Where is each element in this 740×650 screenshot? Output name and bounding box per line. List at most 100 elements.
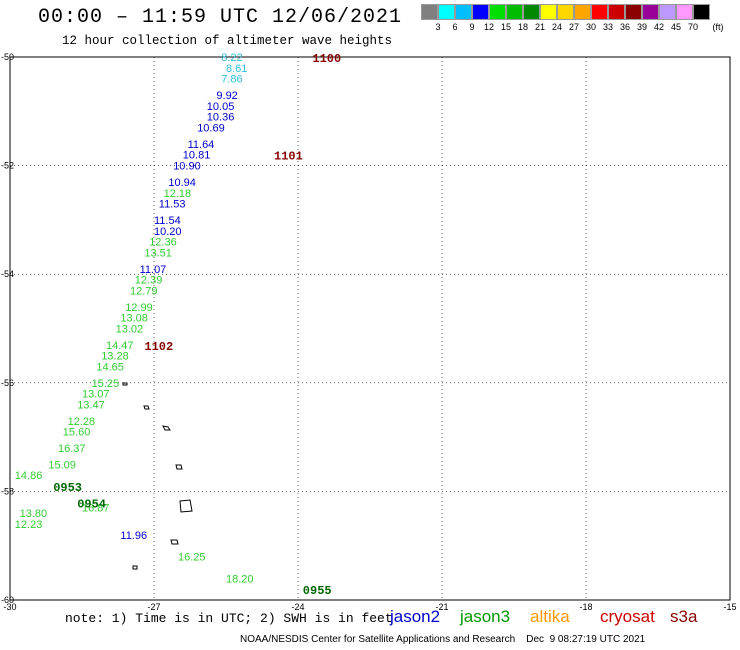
island-outline — [175, 464, 183, 470]
swh-label: 13.80 — [20, 508, 48, 520]
satellite-legend-jason3: jason3 — [460, 607, 511, 626]
swh-label: 10.90 — [173, 161, 201, 173]
swh-label: 14.65 — [96, 362, 124, 374]
legend-label: 33 — [602, 22, 614, 32]
satellite-legend-jason2: jason2 — [390, 607, 441, 626]
legend-label: 70 — [687, 22, 699, 32]
x-tick-label: -21 — [435, 602, 448, 612]
time-label: 1101 — [274, 150, 303, 164]
swh-label: 13.07 — [82, 389, 110, 401]
swh-label: 10.69 — [197, 123, 225, 135]
y-tick-label: -56 — [1, 378, 14, 388]
legend-label: 3 — [435, 22, 441, 32]
swh-label: 13.08 — [120, 313, 148, 325]
legend-label: 36 — [619, 22, 631, 32]
legend-labels: 3 6 9 12 15 18 21 24 27 30 33 36 39 42 45 70 (ft) — [421, 20, 723, 34]
y-tick-label: -60 — [1, 595, 14, 605]
swh-label: 15.60 — [63, 427, 91, 439]
swh-label: 8.61 — [226, 63, 247, 75]
legend-label: 9 — [469, 22, 475, 32]
swh-label: 11.96 — [120, 530, 147, 542]
swh-label: 10.94 — [168, 177, 196, 189]
island-outline — [179, 499, 193, 513]
island-outline — [132, 565, 138, 570]
legend-label: 12 — [483, 22, 495, 32]
color-legend: 3 6 9 12 15 18 21 24 27 30 33 36 39 42 45 70 (ft) — [421, 4, 724, 34]
swh-label: 15.25 — [92, 378, 120, 390]
legend-label: 27 — [568, 22, 580, 32]
time-label: 0953 — [53, 481, 82, 495]
y-tick-label: -52 — [1, 161, 14, 171]
swh-label: 12.18 — [164, 188, 192, 200]
time-label: 0955 — [303, 584, 332, 598]
island-outline — [143, 405, 150, 410]
time-label: 1100 — [312, 52, 341, 66]
x-tick-label: -24 — [291, 602, 304, 612]
y-tick-label: -54 — [1, 269, 14, 279]
island-outline — [122, 382, 128, 386]
swh-label: 11.07 — [140, 264, 167, 276]
swh-label: 12.23 — [15, 519, 43, 531]
legend-swatch — [472, 4, 489, 20]
legend-swatch — [625, 4, 642, 20]
swh-label: 16.87 — [82, 503, 110, 515]
swh-label: 11.54 — [154, 215, 181, 227]
x-tick-label: -15 — [723, 602, 736, 612]
swh-label: 14.86 — [15, 470, 43, 482]
swh-label: 18.20 — [226, 573, 254, 585]
legend-swatch — [676, 4, 693, 20]
swh-label: 10.81 — [183, 150, 211, 162]
legend-swatch — [506, 4, 523, 20]
swh-label: 10.20 — [154, 226, 182, 238]
swh-label: 12.28 — [68, 416, 96, 428]
legend-swatch — [455, 4, 472, 20]
legend-swatch — [489, 4, 506, 20]
legend-swatch — [591, 4, 608, 20]
swh-label: 13.02 — [116, 324, 144, 336]
time-label: 0954 — [77, 497, 106, 511]
swh-label: 12.99 — [125, 302, 153, 314]
swh-label: 8.22 — [221, 52, 242, 64]
x-tick-label: -30 — [3, 602, 16, 612]
credit-line: NOAA/NESDIS Center for Satellite Applica… — [240, 634, 646, 645]
legend-swatch — [642, 4, 659, 20]
swh-label: 12.39 — [135, 275, 163, 287]
legend-label: 18 — [517, 22, 529, 32]
satellite-legend-s3a: s3a — [670, 607, 698, 626]
time-label: 1102 — [144, 340, 173, 354]
legend-swatch — [659, 4, 676, 20]
legend-swatch — [421, 4, 438, 20]
satellite-legend-altika: altika — [530, 607, 570, 626]
legend-swatch — [557, 4, 574, 20]
swh-label: 16.37 — [58, 443, 86, 455]
legend-label: 39 — [636, 22, 648, 32]
legend-swatch — [574, 4, 591, 20]
swh-label: 9.92 — [216, 90, 237, 102]
legend-label: 6 — [452, 22, 458, 32]
legend-label: 24 — [551, 22, 563, 32]
time-stamps: 1100 1101 1102 0953 0954 0955 — [53, 52, 341, 598]
legend-swatches — [421, 4, 710, 20]
island-outlines — [122, 382, 193, 570]
legend-label: 30 — [585, 22, 597, 32]
swh-label: 13.47 — [77, 400, 105, 412]
swh-label: 15.09 — [48, 459, 76, 471]
swh-label: 13.28 — [101, 351, 129, 363]
x-tick-label: -18 — [579, 602, 592, 612]
swh-label: 11.64 — [188, 139, 215, 151]
swh-label: 11.53 — [159, 199, 186, 211]
swh-label: 16.25 — [178, 552, 206, 564]
grid-layer: -30 -27 -24 -21 -18 -15 -50 -52 -54 -56 -58 -60 — [1, 52, 737, 612]
y-tick-label: -50 — [1, 52, 14, 62]
legend-swatch — [438, 4, 455, 20]
legend-swatch — [693, 4, 710, 20]
island-outline — [170, 539, 179, 545]
legend-swatch — [608, 4, 625, 20]
legend-label: 45 — [670, 22, 682, 32]
subtitle: 12 hour collection of altimeter wave hei… — [62, 34, 393, 48]
swh-label: 10.36 — [207, 112, 235, 124]
legend-swatch — [540, 4, 557, 20]
y-tick-label: -58 — [1, 486, 14, 496]
